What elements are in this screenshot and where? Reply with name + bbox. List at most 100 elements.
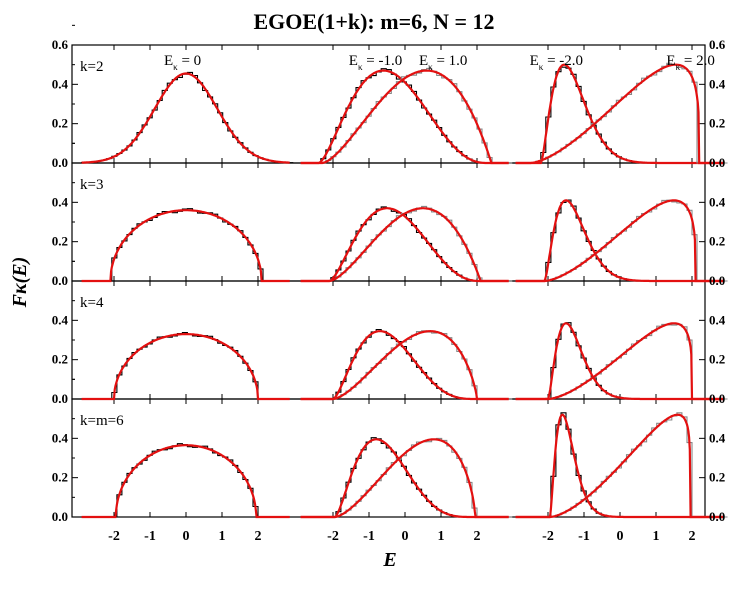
curve-Ek-0: [81, 72, 290, 164]
histogram-Ek-2: [515, 323, 728, 400]
curve-Ek--2: [515, 199, 724, 283]
column-label-e: E: [530, 53, 539, 69]
column-label-value: = 2.0: [680, 53, 715, 69]
column-label-e: E: [666, 53, 675, 69]
curve-Ek-2: [515, 63, 724, 165]
x-tick-label: -1: [578, 529, 590, 544]
x-tick-label: -2: [542, 529, 554, 544]
y-tick-label-right: 0.0: [709, 273, 725, 288]
chart-labels: 0.0 0.0 0.2 0.2 0.4 0.4 0.6 0.6 k=2 0.0 0.0 0.2 0.2 0…: [52, 37, 726, 544]
column-label-value: = -2.0: [543, 53, 583, 69]
row-label: k=2: [80, 59, 103, 75]
x-tick-label: 1: [653, 529, 660, 544]
histogram-Ek--2: [515, 322, 728, 400]
column-label-sub: κ: [173, 62, 178, 72]
y-tick-label-right: 0.0: [709, 391, 725, 406]
column-label: Eκ = 2.0: [666, 53, 714, 72]
panel-frame: [71, 162, 706, 282]
column-label-sub: κ: [676, 62, 681, 72]
x-axis-label: E: [382, 549, 396, 571]
y-tick-label: 0.4: [52, 312, 69, 327]
y-tick-label: 0.2: [52, 470, 68, 485]
x-tick-label: -2: [108, 529, 120, 544]
curve-Ek-1: [300, 207, 509, 283]
x-tick-label: 1: [438, 529, 445, 544]
column-label-sub: κ: [358, 62, 363, 72]
chart-marks: [81, 62, 728, 519]
curve-Ek--2: [515, 322, 724, 401]
curve-Ek--2: [515, 63, 724, 165]
histogram-Ek-2: [515, 62, 728, 164]
x-tick-label: 0: [617, 529, 624, 544]
curve-Ek--1: [300, 207, 509, 283]
column-label-e: E: [164, 53, 173, 69]
x-tick-label: -2: [327, 529, 339, 544]
curve-Ek-1: [300, 438, 509, 519]
column-label-sub: κ: [539, 62, 544, 72]
y-tick-label: 0.2: [52, 352, 68, 367]
row-label: k=4: [80, 295, 104, 311]
curve-Ek-1: [300, 329, 509, 401]
panel-frame: [71, 280, 706, 400]
curve-Ek-1: [300, 69, 509, 165]
curve-Ek-0: [81, 444, 290, 519]
x-tick-label: 0: [402, 529, 409, 544]
curve-Ek-0: [81, 333, 290, 401]
y-tick-label-right: 0.2: [709, 352, 725, 367]
histogram-Ek-0: [81, 443, 294, 518]
column-label-value: = 1.0: [433, 53, 468, 69]
column-label: Eκ = 0: [164, 53, 201, 72]
y-tick-label: 0.0: [52, 273, 68, 288]
column-label: Eκ = -2.0: [530, 53, 583, 72]
curve-Ek--1: [300, 69, 509, 165]
curve-Ek--2: [515, 413, 724, 519]
x-tick-label: -1: [363, 529, 375, 544]
y-tick-label-right: 0.4: [709, 312, 726, 327]
histogram-Ek-0: [81, 331, 294, 400]
histogram-Ek-0: [81, 208, 294, 282]
y-tick-label-right: 0.0: [709, 509, 725, 524]
histogram-Ek-0: [81, 71, 294, 164]
curve-Ek-0: [81, 209, 290, 283]
y-tick-label: 0.2: [52, 116, 68, 131]
chart-title: EGOE(1+k): m=6, N = 12: [253, 9, 494, 34]
panel-frame: [71, 398, 706, 518]
curve-Ek--1: [300, 330, 509, 401]
column-label-e: E: [419, 53, 428, 69]
histogram-Ek--1: [300, 437, 513, 518]
y-tick-label: 0.0: [52, 155, 68, 170]
y-tick-label: 0.4: [52, 194, 69, 209]
histogram-Ek-1: [300, 330, 513, 400]
y-tick-label-right: 0.4: [709, 76, 726, 91]
column-label-value: = 0: [178, 53, 201, 69]
x-tick-label: 0: [183, 529, 190, 544]
x-tick-label: 2: [255, 529, 262, 544]
x-tick-label: -1: [144, 529, 156, 544]
y-tick-label-right: 0.2: [709, 470, 725, 485]
y-tick-label-right: 0.4: [709, 430, 726, 445]
y-tick-label-right: 0.4: [709, 194, 726, 209]
row-label: k=m=6: [80, 413, 124, 429]
column-label: Eκ = -1.0: [349, 53, 402, 72]
histogram-Ek-1: [300, 437, 513, 518]
curve-Ek-2: [515, 413, 724, 519]
y-axis-label: Fκ(E): [9, 257, 31, 309]
y-tick-label: 0.6: [52, 37, 69, 52]
y-tick-label: 0.0: [52, 391, 68, 406]
histogram-Ek--2: [515, 66, 728, 164]
y-tick-label-right: 0.2: [709, 234, 725, 249]
column-label: Eκ = 1.0: [419, 53, 467, 72]
y-tick-label: 0.4: [52, 76, 69, 91]
y-tick-label-right: 0.0: [709, 155, 725, 170]
y-tick-label: 0.4: [52, 430, 69, 445]
curve-Ek-2: [515, 199, 724, 283]
column-label-value: = -1.0: [363, 53, 403, 69]
y-tick-label-right: 0.2: [709, 116, 725, 131]
y-tick-label-right: 0.6: [709, 37, 726, 52]
x-tick-label: 2: [474, 529, 481, 544]
column-label-sub: κ: [428, 62, 433, 72]
y-tick-label: 0.2: [52, 234, 68, 249]
curve-Ek--1: [300, 438, 509, 519]
column-label-e: E: [349, 53, 358, 69]
